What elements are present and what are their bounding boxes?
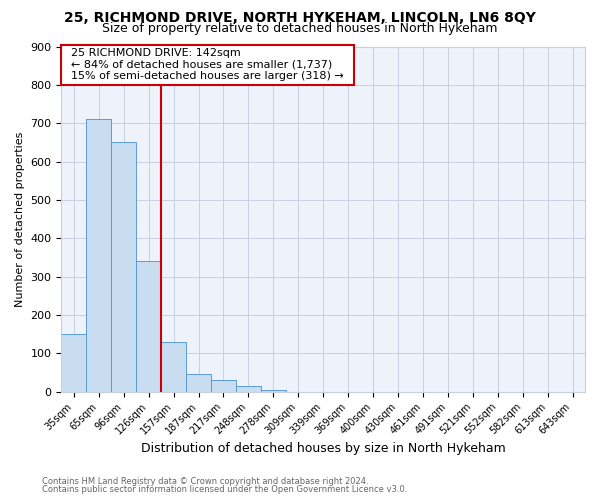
Bar [161, 342, 186, 392]
Bar [186, 374, 211, 392]
Text: 25, RICHMOND DRIVE, NORTH HYKEHAM, LINCOLN, LN6 8QY: 25, RICHMOND DRIVE, NORTH HYKEHAM, LINCO… [64, 11, 536, 25]
Text: Contains public sector information licensed under the Open Government Licence v3: Contains public sector information licen… [42, 485, 407, 494]
Bar [86, 120, 111, 392]
Text: Contains HM Land Registry data © Crown copyright and database right 2024.: Contains HM Land Registry data © Crown c… [42, 477, 368, 486]
Bar [261, 390, 286, 392]
Bar [211, 380, 236, 392]
X-axis label: Distribution of detached houses by size in North Hykeham: Distribution of detached houses by size … [141, 442, 506, 455]
Text: Size of property relative to detached houses in North Hykeham: Size of property relative to detached ho… [102, 22, 498, 35]
Bar [111, 142, 136, 392]
Bar [61, 334, 86, 392]
Bar [236, 386, 261, 392]
Y-axis label: Number of detached properties: Number of detached properties [15, 132, 25, 307]
Bar [136, 262, 161, 392]
Text: 25 RICHMOND DRIVE: 142sqm
  ← 84% of detached houses are smaller (1,737)
  15% o: 25 RICHMOND DRIVE: 142sqm ← 84% of detac… [64, 48, 351, 82]
